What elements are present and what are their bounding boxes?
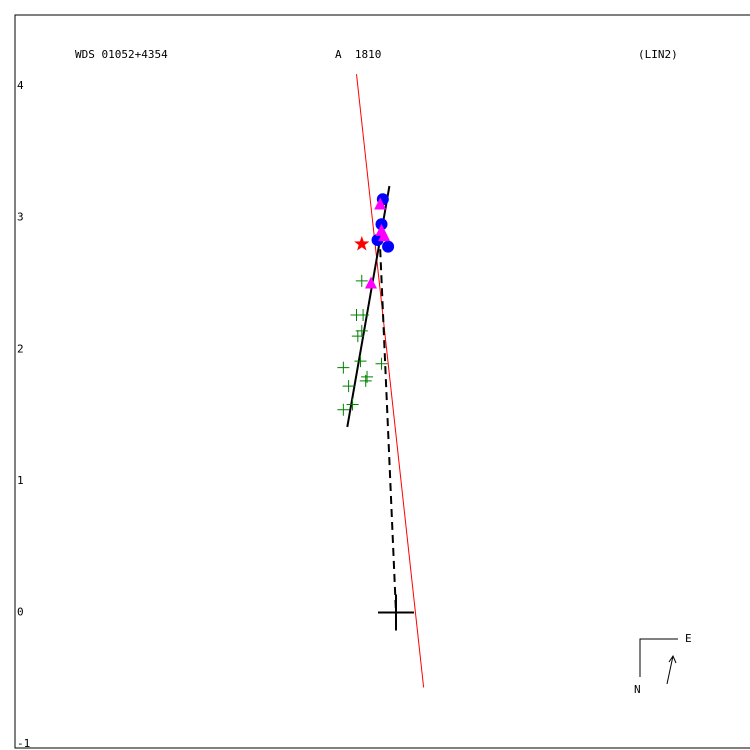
observation-point (346, 398, 359, 411)
compass-arrow (666, 655, 674, 685)
observation-point (378, 229, 391, 242)
compass-arrowhead (668, 654, 677, 664)
observation-point (355, 274, 368, 287)
observation-point (342, 380, 355, 393)
y-tick-label: -1 (17, 737, 30, 750)
observation-point (359, 374, 372, 387)
compass-axes (639, 638, 678, 677)
orbit-line (356, 74, 425, 688)
plot-frame (14, 14, 750, 749)
annotation: (LIN2) (638, 48, 678, 61)
primary-marker (377, 594, 414, 631)
observation-point (364, 276, 377, 289)
observation-point (375, 357, 388, 370)
observation-point (354, 355, 367, 368)
y-tick-label: 4 (17, 79, 24, 92)
observation-point (357, 309, 370, 322)
orbit-line (379, 249, 397, 613)
observation-point (337, 403, 350, 416)
compass-label: E (685, 632, 692, 645)
observation-point (382, 240, 395, 253)
observation-point (351, 330, 364, 343)
observation-point (337, 361, 350, 374)
chart-subtitle: A 1810 (335, 48, 381, 61)
chart-title: WDS 01052+4354 (75, 48, 168, 61)
y-tick-label: 0 (17, 605, 24, 618)
y-tick-label: 2 (17, 342, 24, 355)
compass: E N (634, 632, 692, 696)
compass-label: N (634, 683, 641, 696)
y-tick-label: 1 (17, 474, 24, 487)
observation-point (374, 197, 387, 210)
observation-point (354, 236, 370, 251)
y-tick-label: 3 (17, 211, 24, 224)
